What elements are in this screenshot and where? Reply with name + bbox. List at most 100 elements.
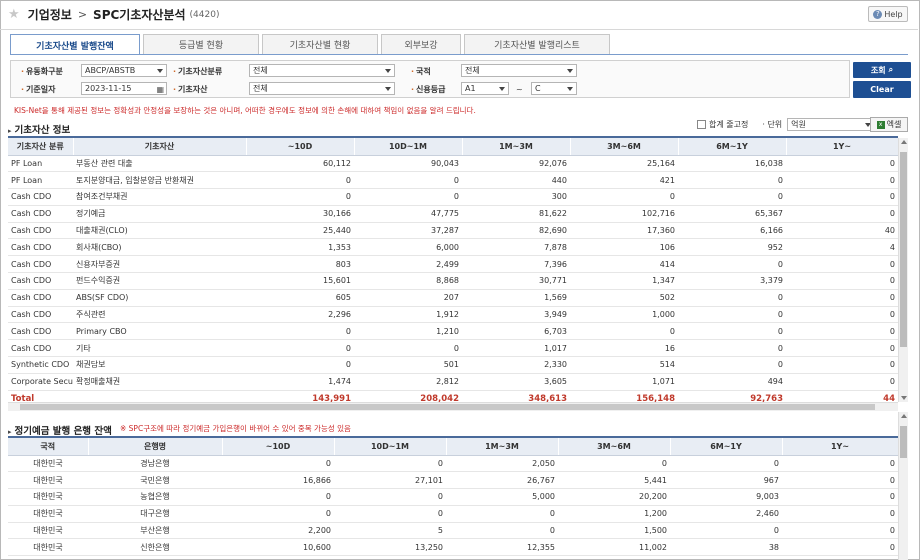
- column-header[interactable]: 기초자산: [73, 138, 247, 156]
- column-header[interactable]: 10D~1M: [334, 438, 447, 456]
- table-cell: 102,716: [570, 205, 678, 223]
- unit-select[interactable]: 억원: [787, 118, 876, 131]
- asset-select[interactable]: 전체: [249, 82, 395, 95]
- column-header[interactable]: 3M~6M: [570, 138, 679, 156]
- category-select[interactable]: 전체: [249, 64, 395, 77]
- asset-table-hscroll[interactable]: [8, 402, 898, 411]
- column-header[interactable]: 국적: [8, 438, 89, 456]
- table-cell: 0: [678, 171, 786, 190]
- table-cell: 0: [786, 289, 898, 307]
- table-cell: 1,017: [462, 339, 570, 358]
- table-cell: 토지분양대금, 입찰분양금 반환채권: [73, 171, 246, 190]
- tab-rating-status[interactable]: 등급별 현황: [143, 34, 259, 54]
- table-cell: 0: [782, 538, 898, 557]
- favorite-star-icon[interactable]: ★: [8, 7, 20, 22]
- chevron-down-icon: [499, 87, 505, 91]
- scroll-up-icon[interactable]: [901, 414, 907, 418]
- search-label: 조회: [870, 65, 886, 75]
- table-row[interactable]: Cash CDO 참여조건부채권 0 0 300 0 0 0: [8, 188, 898, 206]
- tab-asset-status[interactable]: 기초자산별 현황: [262, 34, 378, 54]
- column-header[interactable]: 1Y~: [786, 138, 898, 156]
- column-header[interactable]: 6M~1Y: [678, 138, 787, 156]
- table-cell: 5: [334, 522, 446, 540]
- table-row[interactable]: 대한민국 경남은행 0 0 2,050 0 0 0: [8, 455, 898, 473]
- table-row[interactable]: Cash CDO 주식관련 2,296 1,912 3,949 1,000 0 0: [8, 306, 898, 324]
- total-cell: Total: [8, 389, 73, 402]
- excel-button[interactable]: x 엑셀: [870, 117, 908, 132]
- table-cell: 106: [570, 238, 678, 257]
- table-cell: 1,000: [570, 306, 678, 324]
- column-header[interactable]: 은행명: [88, 438, 223, 456]
- table-row[interactable]: Cash CDO Primary CBO 0 1,210 6,703 0 0 0: [8, 322, 898, 341]
- scroll-thumb[interactable]: [900, 152, 907, 347]
- page-vscroll[interactable]: [898, 412, 908, 560]
- table-cell: 기타: [73, 339, 246, 358]
- asset-balance-table: 기초자산 분류 기초자산 ~10D 10D~1M 1M~3M 3M~6M 6M~1Y 1Y~ …: [8, 136, 898, 402]
- table-row[interactable]: Cash CDO 신용자부증권 803 2,499 7,396 414 0 0: [8, 255, 898, 274]
- table-cell: 17,360: [570, 222, 678, 240]
- tab-external-credit[interactable]: 외부보강: [381, 34, 461, 54]
- column-header[interactable]: 10D~1M: [354, 138, 463, 156]
- table-row[interactable]: Cash CDO 펀드수익증권 15,601 8,868 30,771 1,347 3,37…: [8, 272, 898, 290]
- table-cell: 1,210: [354, 322, 462, 341]
- calendar-icon[interactable]: ▦: [156, 85, 164, 94]
- tab-asset-balance[interactable]: 기초자산별 발행잔액: [10, 34, 140, 55]
- table-row[interactable]: Cash CDO ABS(SF CDO) 605 207 1,569 502 0 0: [8, 289, 898, 307]
- table-cell: 1,500: [558, 522, 670, 540]
- chevron-down-icon: [385, 87, 391, 91]
- table-cell: 국민은행: [88, 471, 222, 490]
- table-row[interactable]: 대한민국 대구은행 0 0 0 1,200 2,460 0: [8, 505, 898, 523]
- column-header[interactable]: 6M~1Y: [670, 438, 783, 456]
- rating-from-select[interactable]: A1: [461, 82, 509, 95]
- table-row[interactable]: 대한민국 신한은행 10,600 13,250 12,355 11,002 38 0: [8, 538, 898, 557]
- chevron-down-icon: [157, 69, 163, 73]
- table-row[interactable]: Cash CDO 정기예금 30,166 47,775 81,622 102,716 65,…: [8, 205, 898, 223]
- table-cell: 47,775: [354, 205, 462, 223]
- rating-range-tilde: ~: [516, 85, 523, 94]
- table-cell: 부산은행: [88, 522, 222, 540]
- table-row[interactable]: PF Loan 부동산 관련 대출 60,112 90,043 92,076 25,164…: [8, 155, 898, 173]
- column-header[interactable]: 1M~3M: [446, 438, 559, 456]
- table-row[interactable]: Corporate Securities확정매출채권1,4742,8123,60…: [8, 373, 898, 391]
- help-icon: ?: [873, 9, 883, 19]
- help-button[interactable]: ? Help: [868, 6, 908, 22]
- table-row[interactable]: 대한민국 부산은행 2,200 5 0 1,500 0 0: [8, 522, 898, 540]
- table-cell: 81,622: [462, 205, 570, 223]
- column-header[interactable]: ~10D: [222, 438, 335, 456]
- column-header[interactable]: ~10D: [246, 138, 355, 156]
- table-cell: Primary CBO: [73, 322, 246, 341]
- column-header[interactable]: 1Y~: [782, 438, 898, 456]
- table-row[interactable]: PF Loan 토지분양대금, 입찰분양금 반환채권 0 0 440 421 0 0: [8, 171, 898, 190]
- clear-button[interactable]: Clear: [853, 81, 911, 98]
- table-row[interactable]: Cash CDO 대출채권(CLO) 25,440 37,287 82,690 17,36…: [8, 222, 898, 240]
- rating-to-select[interactable]: C: [531, 82, 577, 95]
- scroll-down-icon[interactable]: [901, 396, 907, 400]
- scroll-thumb[interactable]: [900, 426, 907, 458]
- column-header[interactable]: 1M~3M: [462, 138, 571, 156]
- table-cell: 0: [446, 522, 558, 540]
- table-cell: 대한민국: [8, 471, 88, 490]
- table-row[interactable]: Synthetic CDO 채권담보 0 501 2,330 514 0 0: [8, 356, 898, 374]
- table-cell: 0: [446, 505, 558, 523]
- fix-total-checkbox[interactable]: [697, 120, 706, 129]
- column-header[interactable]: 기초자산 분류: [8, 138, 74, 156]
- country-select[interactable]: 전체: [461, 64, 577, 77]
- column-header[interactable]: 3M~6M: [558, 438, 671, 456]
- type-select[interactable]: ABCP/ABSTB: [81, 64, 167, 77]
- search-button[interactable]: 조회 ⌕: [853, 62, 911, 78]
- table-row[interactable]: 대한민국 국민은행 16,866 27,101 26,767 5,441 967 0: [8, 471, 898, 490]
- table-cell: 0: [678, 322, 786, 341]
- table-cell: 414: [570, 255, 678, 274]
- table-row[interactable]: Cash CDO 기타 0 0 1,017 16 0 0: [8, 339, 898, 358]
- asset-table-vscroll[interactable]: [898, 138, 908, 402]
- table-row[interactable]: 대한민국 농협은행 0 0 5,000 20,200 9,003 0: [8, 488, 898, 506]
- table-cell: 0: [678, 339, 786, 358]
- table-row[interactable]: Cash CDO 회사채(CBO) 1,353 6,000 7,878 106 952 4: [8, 238, 898, 257]
- scroll-up-icon[interactable]: [901, 140, 907, 144]
- table-cell: 0: [786, 188, 898, 206]
- hscroll-thumb[interactable]: [20, 404, 875, 410]
- date-input[interactable]: 2023-11-15 ▦: [81, 82, 167, 95]
- table-cell: 501: [354, 356, 462, 374]
- table-cell: 2,499: [354, 255, 462, 274]
- tab-issue-list[interactable]: 기초자산별 발행리스트: [464, 34, 610, 54]
